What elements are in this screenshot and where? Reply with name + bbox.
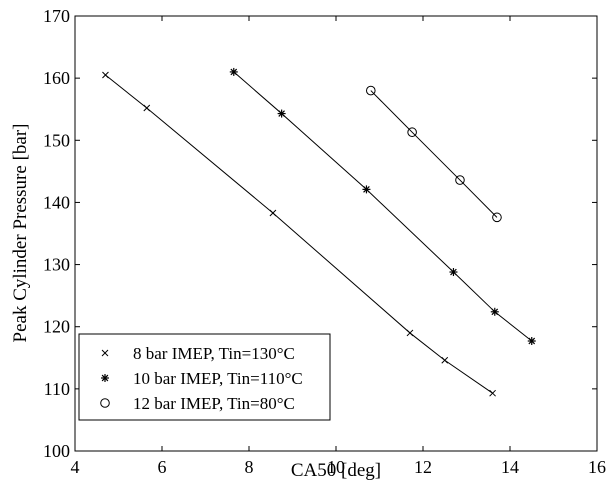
x-tick-label: 10: [327, 457, 345, 477]
y-tick-label: 100: [43, 441, 70, 461]
data-point-0-4: [441, 356, 449, 364]
data-point-1-4: [490, 307, 499, 316]
legend-entry-1: 10 bar IMEP, Tin=110°C: [133, 369, 303, 388]
y-tick-label: 120: [43, 317, 70, 337]
data-point-0-3: [406, 329, 414, 337]
series-line-2: [370, 90, 498, 218]
x-tick-label: 12: [414, 457, 432, 477]
data-point-0-0: [102, 71, 109, 79]
data-point-0-2: [269, 209, 277, 217]
y-tick-label: 130: [43, 255, 70, 275]
data-point-1-1: [277, 109, 286, 118]
series-line-1: [233, 71, 533, 342]
data-point-2-1: [407, 127, 417, 138]
y-tick-label: 150: [43, 130, 70, 150]
y-tick-label: 160: [43, 68, 70, 88]
y-tick-label: 140: [43, 192, 70, 212]
data-point-1-3: [449, 268, 458, 277]
x-tick-label: 14: [501, 457, 519, 477]
legend-marker-1: [101, 374, 109, 382]
x-axis-label: CA50 [deg]: [291, 460, 381, 481]
legend: 8 bar IMEP, Tin=130°C 10 bar IMEP, Tin=1…: [78, 333, 331, 421]
data-point-2-2: [455, 175, 465, 185]
data-point-1-5: [527, 337, 536, 346]
legend-markers: [100, 349, 110, 408]
data-point-1-2: [362, 185, 371, 194]
x-tick-label: 6: [158, 457, 167, 477]
x-tick-label: 8: [245, 457, 254, 477]
x-tick-label: 4: [71, 457, 80, 477]
data-point-0-1: [143, 104, 151, 112]
data-point-2-0: [366, 85, 376, 96]
legend-marker-2: [100, 398, 110, 408]
data-point-0-5: [489, 389, 496, 397]
y-tick-label: 110: [44, 379, 70, 399]
axis-ticks: 4 6 8 10 12 14 16 100 110 120 130 140 150 160 170: [43, 6, 606, 477]
data-point-2-3: [492, 212, 502, 223]
legend-marker-0: [101, 349, 109, 357]
legend-entry-0: 8 bar IMEP, Tin=130°C: [133, 344, 295, 363]
legend-entry-2: 12 bar IMEP, Tin=80°C: [133, 394, 295, 413]
series-line-0: [105, 74, 493, 394]
x-tick-label: 16: [588, 457, 606, 477]
series-layer: [102, 67, 536, 397]
y-tick-label: 170: [43, 6, 70, 26]
y-axis-label: Peak Cylinder Pressure [bar]: [10, 124, 31, 343]
data-point-1-0: [229, 67, 238, 76]
legend-box: [78, 333, 331, 421]
